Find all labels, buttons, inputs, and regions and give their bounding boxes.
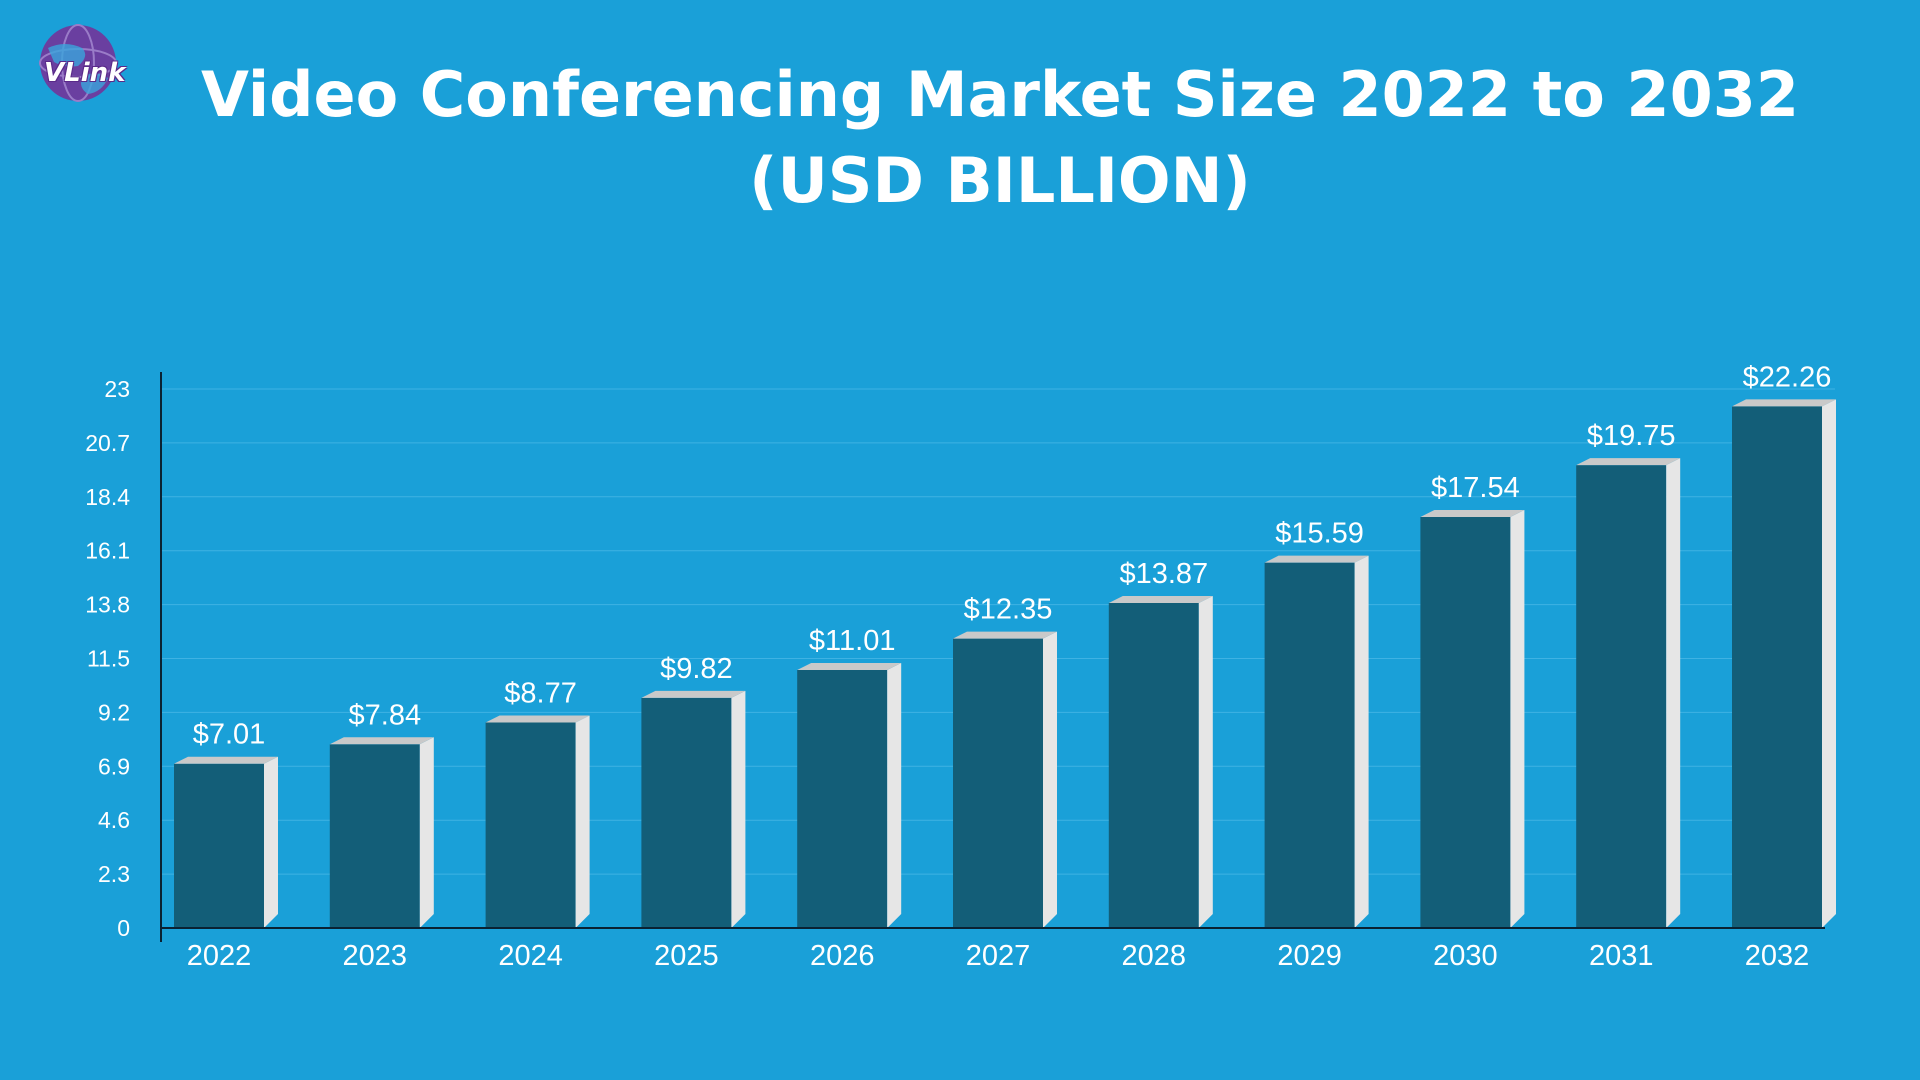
bar-side: [575, 715, 590, 928]
y-tick-label: 23: [104, 376, 130, 402]
bar-top: [1108, 595, 1213, 603]
bar-front: [1732, 406, 1822, 928]
bar-top: [953, 631, 1057, 639]
value-label: $11.01: [809, 625, 896, 657]
x-category-label: 2024: [498, 940, 563, 972]
bar-front: [1108, 602, 1199, 928]
bar-top: [485, 715, 590, 723]
value-label: $9.82: [660, 653, 733, 685]
axes: [160, 372, 1825, 942]
bar-2030: [1420, 509, 1525, 928]
x-category-label: 2029: [1277, 940, 1342, 972]
x-category-label: 2030: [1433, 940, 1498, 972]
y-tick-label: 13.8: [85, 592, 130, 618]
bar-2024: [485, 715, 590, 928]
bar-front: [953, 638, 1043, 928]
y-tick-label: 4.6: [98, 807, 130, 833]
bar-side: [1666, 458, 1681, 928]
y-tick-label: 2.3: [98, 861, 130, 887]
bar-2027: [953, 631, 1057, 928]
bar-top: [1264, 555, 1369, 563]
x-category-label: 2023: [343, 940, 408, 972]
bar-2028: [1108, 595, 1213, 928]
bar-side: [419, 737, 434, 928]
bar-front: [1264, 562, 1355, 928]
chart-title-line-2: (USD BILLION): [749, 144, 1251, 217]
bar-2022: [174, 756, 278, 928]
value-label: $15.59: [1275, 518, 1364, 550]
y-tick-label: 18.4: [85, 484, 130, 510]
y-tick-label: 0: [117, 915, 130, 941]
bar-top: [641, 690, 746, 698]
bar-2026: [797, 662, 902, 928]
bar-side: [1043, 631, 1057, 928]
bar-top: [1732, 399, 1836, 407]
value-label: $12.35: [964, 594, 1053, 626]
y-tick-label: 20.7: [85, 430, 130, 456]
y-tick-label: 11.5: [87, 646, 130, 672]
vlink-logo: VLink: [20, 18, 138, 108]
y-axis-tick-labels: 0 2.3 4.6 6.9 9.2 11.5 13.8 16.1 18.4 20.7 23: [85, 376, 130, 941]
globe-icon: [39, 24, 117, 102]
value-label: $19.75: [1587, 420, 1676, 452]
value-label: $17.54: [1431, 472, 1520, 504]
bar-front: [174, 763, 264, 928]
x-category-label: 2022: [187, 940, 252, 972]
gridlines: [161, 388, 1835, 875]
x-category-label: 2028: [1122, 940, 1187, 972]
bar-front: [329, 744, 420, 928]
bar-front: [485, 722, 576, 928]
chart-title: Video Conferencing Market Size 2022 to 2…: [0, 52, 1920, 224]
x-category-label: 2025: [654, 940, 719, 972]
value-label: $7.84: [349, 699, 422, 731]
bar-side: [1198, 595, 1213, 928]
bar-top: [1576, 458, 1681, 466]
bar-side: [1354, 555, 1369, 928]
bar-2031: [1576, 458, 1681, 928]
value-label: $22.26: [1743, 361, 1832, 393]
bar-front: [797, 669, 888, 928]
bar-side: [1510, 509, 1525, 928]
chart-title-line-1: Video Conferencing Market Size 2022 to 2…: [201, 58, 1799, 131]
bar-side: [887, 662, 902, 928]
bar-2025: [641, 690, 746, 928]
bars: [174, 399, 1836, 928]
x-category-label: 2032: [1745, 940, 1810, 972]
x-category-label: 2027: [966, 940, 1031, 972]
bar-2023: [329, 737, 434, 928]
bar-top: [174, 756, 278, 764]
x-category-label: 2026: [810, 940, 875, 972]
bar-top: [797, 662, 902, 670]
value-label: $13.87: [1119, 558, 1208, 590]
bar-side: [264, 756, 278, 928]
bar-2029: [1264, 555, 1369, 928]
bar-side: [1822, 399, 1836, 928]
x-category-label: 2031: [1589, 940, 1654, 972]
value-labels: $7.01 $7.84 $8.77 $9.82 $11.01 $12.35 $13.87 $1…: [193, 361, 1832, 750]
x-axis-category-labels: 2022 2023 2024 2025 2026 2027 2028 2029 2030 2031…: [187, 940, 1810, 972]
logo-text: VLink: [44, 58, 126, 88]
bar-front: [1576, 465, 1667, 928]
bar-top: [1420, 509, 1525, 517]
bar-2032: [1732, 399, 1836, 928]
value-label: $8.77: [504, 677, 577, 709]
y-tick-label: 6.9: [98, 753, 130, 779]
y-tick-label: 9.2: [98, 699, 130, 725]
bar-front: [1420, 516, 1511, 928]
bar-top: [329, 737, 434, 745]
value-label: $7.01: [193, 719, 266, 751]
y-tick-label: 16.1: [85, 538, 130, 564]
bar-front: [641, 697, 732, 928]
bar-side: [731, 690, 746, 928]
